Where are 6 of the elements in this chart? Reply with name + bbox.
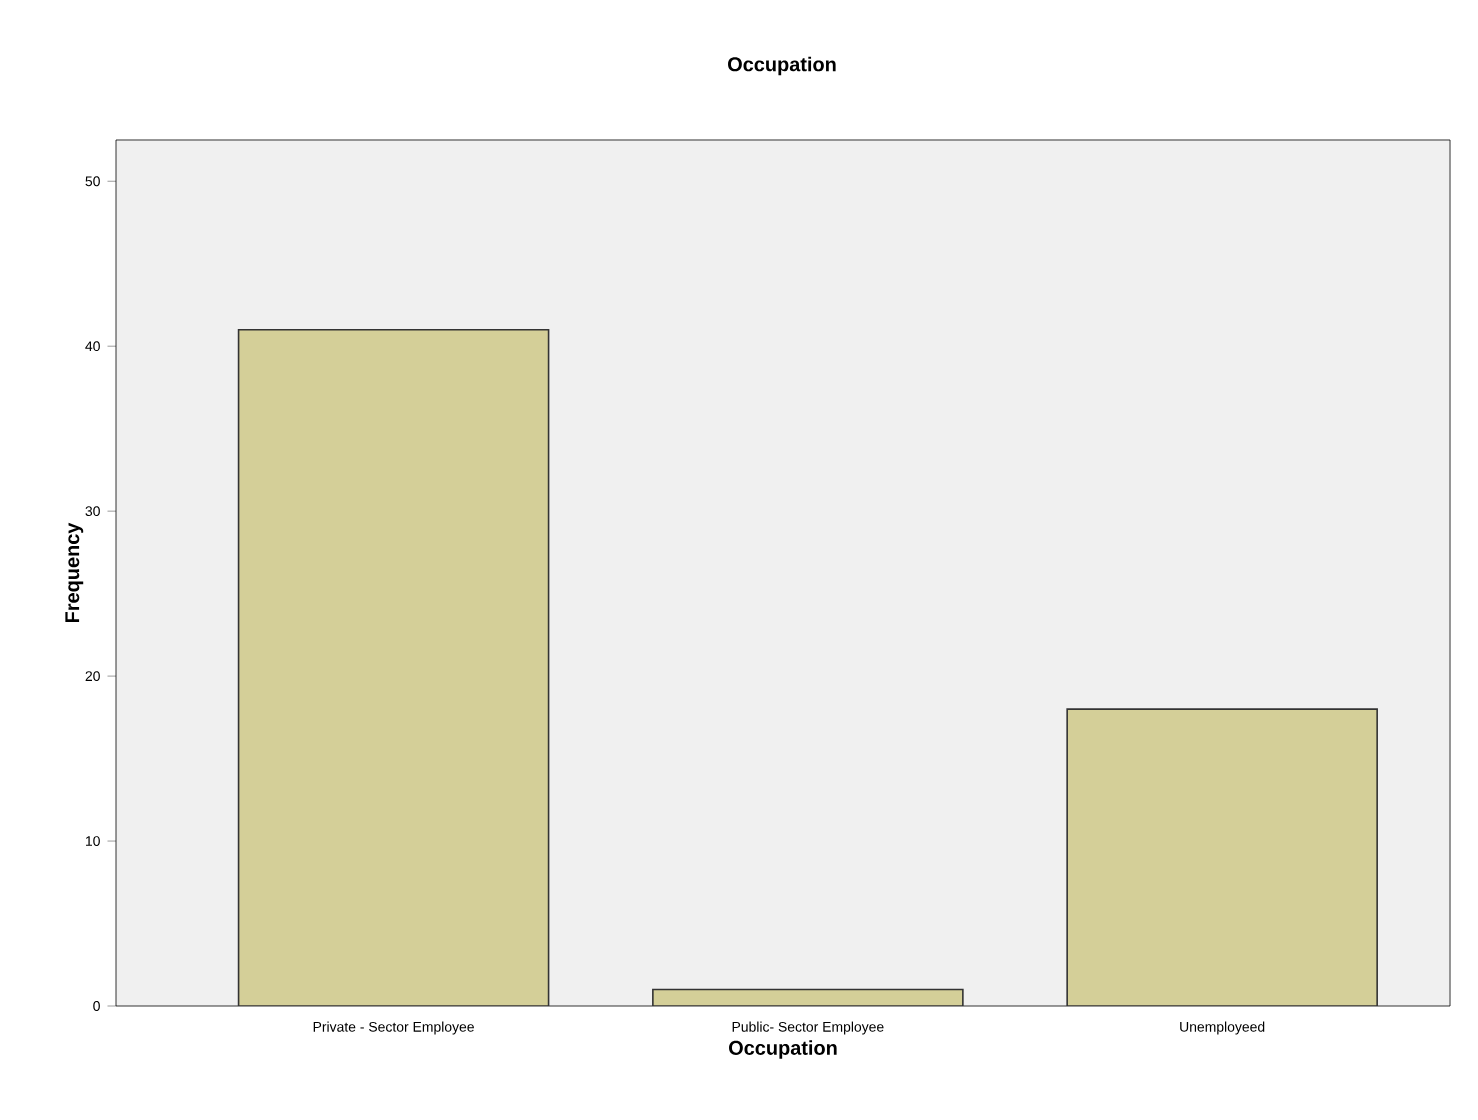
bar (1066, 708, 1378, 1006)
bar (652, 989, 963, 1006)
chart-title: Occupation (728, 56, 836, 76)
x-axis-title: Occupation (729, 1040, 837, 1059)
bar (237, 328, 550, 1006)
y-axis-title: Frequency (65, 522, 84, 623)
